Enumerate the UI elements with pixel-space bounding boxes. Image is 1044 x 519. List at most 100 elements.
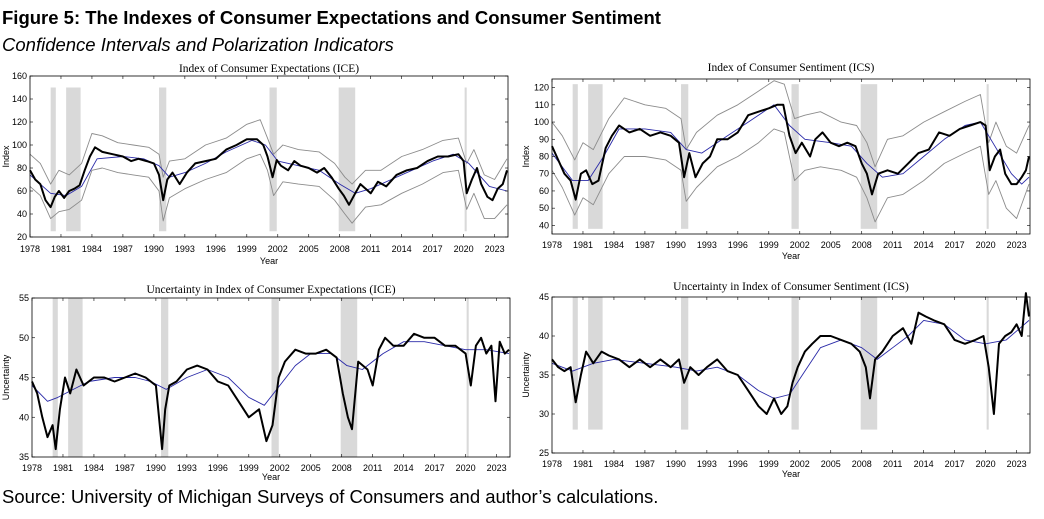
x-tick-label: 1999 (237, 244, 257, 254)
recession-band (340, 298, 358, 457)
y-tick-label: 35 (539, 370, 549, 380)
y-tick-label: 60 (17, 186, 27, 196)
y-tick-label: 100 (534, 117, 549, 127)
x-tick-label: 2002 (790, 459, 810, 469)
ice-chart: 1978 1981 1984 1987 1990 1993 1996 1999 2002 2005… (1, 63, 509, 266)
x-tick-label: 1984 (82, 244, 102, 254)
x-tick-label: 1987 (115, 463, 135, 473)
x-tick-label: 2014 (392, 244, 412, 254)
y-tick-label: 40 (539, 331, 549, 341)
x-tick-label: 1981 (51, 244, 71, 254)
x-tick-label: 1990 (144, 244, 164, 254)
recession-band (860, 84, 878, 229)
x-tick-label: 2011 (363, 463, 382, 473)
x-tick-label: 1996 (208, 463, 228, 473)
ics-chart: 1978 1981 1984 1987 1990 1993 1996 1999 2002 2005… (521, 62, 1031, 261)
x-tick-label: 1999 (759, 240, 779, 250)
axes-box (551, 296, 1031, 454)
y-axis-label: Index (521, 145, 531, 168)
x-tick-label: 2005 (821, 240, 841, 250)
chart-title: Index of Consumer Sentiment (ICS) (708, 62, 875, 74)
x-tick-label: 2023 (1007, 240, 1027, 250)
y-tick-label: 100 (12, 140, 27, 150)
y-axis-label: Index (1, 145, 11, 168)
x-tick-label: 1978 (542, 240, 562, 250)
series-line-trend (31, 341, 510, 406)
x-tick-label: 2017 (945, 240, 965, 250)
y-tick-label: 20 (17, 232, 27, 242)
series-line-trend (551, 104, 1030, 185)
x-tick-label: 1996 (728, 240, 748, 250)
x-tick-label: 2002 (790, 240, 810, 250)
x-tick-label: 1996 (728, 459, 748, 469)
x-tick-label: 1987 (635, 240, 655, 250)
series-line-lower-bound (551, 128, 1030, 223)
series-line-lower-bound (29, 153, 508, 224)
x-tick-label: 2020 (976, 240, 996, 250)
x-tick-label: 1999 (759, 459, 779, 469)
x-tick-label: 2011 (883, 459, 902, 469)
y-axis-label: Uncertainty (1, 354, 11, 400)
x-tick-label: 2020 (976, 459, 996, 469)
x-tick-label: 2014 (914, 240, 934, 250)
chart-title: Uncertainty in Index of Consumer Expecta… (146, 284, 395, 296)
x-tick-label: 2011 (361, 244, 380, 254)
series-line-upper-bound (551, 80, 1030, 168)
ics-uncertainty-chart: 1978 1981 1984 1987 1990 1993 1996 1999 2002 2005… (521, 281, 1031, 479)
recession-band (588, 84, 603, 229)
x-tick-label: 1999 (239, 463, 259, 473)
x-tick-label: 2023 (487, 463, 507, 473)
y-tick-label: 140 (12, 94, 27, 104)
y-axis-label: Uncertainty (521, 352, 531, 398)
x-tick-label: 1993 (175, 244, 195, 254)
series-line-ics (551, 103, 1030, 201)
x-tick-label: 2014 (914, 459, 934, 469)
x-tick-label: 2023 (1007, 459, 1027, 469)
x-tick-label: 1981 (573, 240, 593, 250)
y-tick-label: 25 (539, 448, 549, 458)
ice-uncertainty-chart: 1978 1981 1984 1987 1990 1993 1996 1999 2002 2005… (1, 284, 511, 482)
x-axis-label: Year (260, 256, 278, 266)
figure-source: Source: University of Michigan Surveys o… (2, 486, 659, 507)
x-tick-label: 2008 (852, 240, 872, 250)
y-tick-label: 110 (535, 100, 549, 110)
recession-band (572, 84, 578, 229)
series-line-upper-bound (29, 119, 508, 185)
chart-title: Uncertainty in Index of Consumer Sentime… (673, 281, 909, 293)
x-tick-label: 2002 (268, 244, 288, 254)
figure-subtitle: Confidence Intervals and Polarization In… (2, 34, 394, 55)
x-tick-label: 1984 (604, 240, 624, 250)
recession-band (791, 297, 799, 430)
recession-band (161, 298, 169, 457)
x-tick-label: 2002 (270, 463, 290, 473)
y-tick-label: 45 (19, 373, 29, 383)
series-line-trend (551, 319, 1030, 399)
x-tick-label: 1993 (697, 459, 717, 469)
x-tick-label: 1990 (666, 459, 686, 469)
x-tick-label: 1990 (146, 463, 166, 473)
y-tick-label: 60 (539, 186, 549, 196)
series-line-ice (29, 138, 508, 209)
recession-band (466, 298, 469, 457)
y-tick-label: 80 (17, 163, 27, 173)
x-tick-label: 1987 (635, 459, 655, 469)
x-tick-label: 2008 (330, 244, 350, 254)
x-tick-label: 1984 (604, 459, 624, 469)
recession-band (572, 297, 578, 430)
x-tick-label: 1984 (84, 463, 104, 473)
x-tick-label: 1981 (573, 459, 593, 469)
x-tick-label: 1978 (22, 463, 42, 473)
y-tick-label: 35 (19, 452, 29, 462)
x-tick-label: 1978 (542, 459, 562, 469)
x-tick-label: 2011 (883, 240, 902, 250)
recession-band (681, 84, 689, 229)
x-axis-label: Year (782, 251, 800, 261)
recession-band (269, 87, 277, 232)
x-tick-label: 1993 (177, 463, 197, 473)
recession-band (66, 87, 81, 232)
y-tick-label: 70 (539, 169, 549, 179)
x-tick-label: 2008 (332, 463, 352, 473)
recession-band (159, 87, 167, 232)
x-tick-label: 2017 (423, 244, 443, 254)
y-tick-label: 80 (539, 152, 549, 162)
